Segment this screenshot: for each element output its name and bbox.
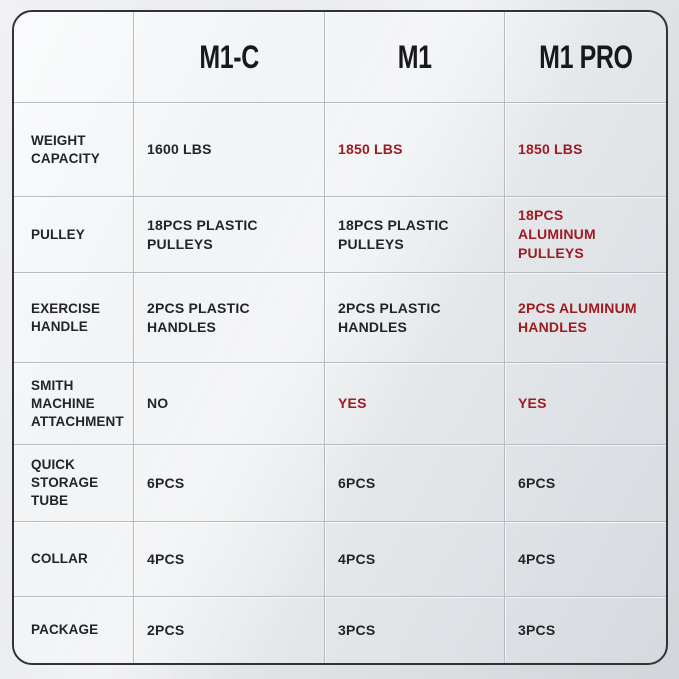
- cell-package-m1c: 2PCS: [134, 597, 325, 663]
- cell-pulley-m1: 18PCS PLASTIC PULLEYS: [325, 197, 505, 273]
- cell-pulley-m1pro: 18PCS ALUMINUM PULLEYS: [505, 197, 666, 273]
- cell-exercise-handle-m1: 2PCS PLASTIC HANDLES: [325, 273, 505, 363]
- cell-collar-m1: 4PCS: [325, 522, 505, 597]
- cell-quick-storage-m1: 6PCS: [325, 445, 505, 522]
- row-label-pulley: PULLEY: [14, 197, 134, 273]
- cell-weight-capacity-m1c: 1600 LBS: [134, 103, 325, 197]
- col-header-m1c-label: M1-C: [199, 38, 259, 75]
- col-header-m1: M1: [325, 12, 505, 103]
- cell-smith-machine-m1c: NO: [134, 363, 325, 445]
- cell-weight-capacity-m1: 1850 LBS: [325, 103, 505, 197]
- row-label-weight-capacity: WEIGHT CAPACITY: [14, 103, 134, 197]
- cell-smith-machine-m1: YES: [325, 363, 505, 445]
- row-label-collar: COLLAR: [14, 522, 134, 597]
- cell-collar-m1pro: 4PCS: [505, 522, 666, 597]
- cell-pulley-m1c: 18PCS PLASTIC PULLEYS: [134, 197, 325, 273]
- row-label-exercise-handle: EXERCISE HANDLE: [14, 273, 134, 363]
- cell-package-m1: 3PCS: [325, 597, 505, 663]
- cell-exercise-handle-m1pro: 2PCS ALUMINUM HANDLES: [505, 273, 666, 363]
- row-label-package: PACKAGE: [14, 597, 134, 663]
- cell-exercise-handle-m1c: 2PCS PLASTIC HANDLES: [134, 273, 325, 363]
- cell-smith-machine-m1pro: YES: [505, 363, 666, 445]
- col-header-m1pro: M1 PRO: [505, 12, 666, 103]
- cell-quick-storage-m1pro: 6PCS: [505, 445, 666, 522]
- comparison-table: M1-C M1 M1 PRO WEIGHT CAPACITY 1600 LBS …: [12, 10, 668, 665]
- cell-collar-m1c: 4PCS: [134, 522, 325, 597]
- col-header-m1pro-label: M1 PRO: [538, 38, 633, 75]
- cell-quick-storage-m1c: 6PCS: [134, 445, 325, 522]
- cell-weight-capacity-m1pro: 1850 LBS: [505, 103, 666, 197]
- col-header-m1c: M1-C: [134, 12, 325, 103]
- row-label-quick-storage-tube: QUICK STORAGE TUBE: [14, 445, 134, 522]
- col-header-m1-label: M1: [397, 38, 432, 75]
- col-header-blank: [14, 12, 134, 103]
- cell-package-m1pro: 3PCS: [505, 597, 666, 663]
- row-label-smith-machine-attachment: SMITH MACHINE ATTACHMENT: [14, 363, 134, 445]
